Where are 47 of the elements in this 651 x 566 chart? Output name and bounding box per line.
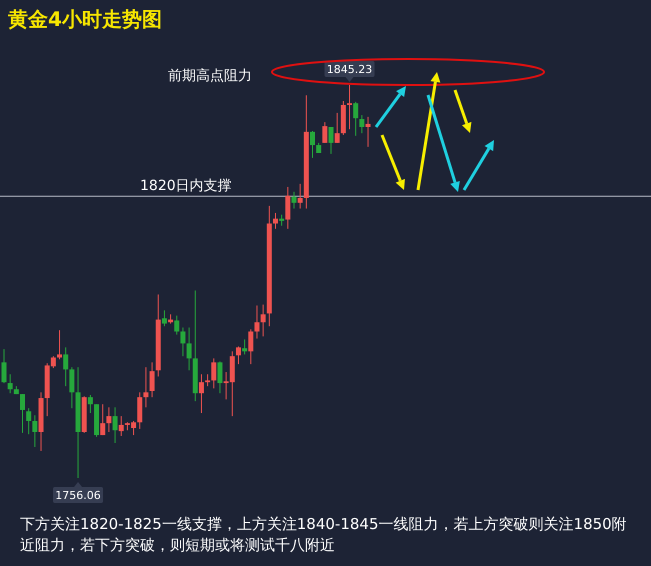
candlestick [186, 327, 192, 371]
ref-line-label: 1820日内支撑 [140, 178, 232, 194]
candlestick [8, 374, 13, 394]
candlestick [100, 404, 106, 436]
annotation: 1756.06 [55, 489, 101, 502]
candlestick [272, 212, 278, 230]
candlestick [150, 362, 155, 398]
candlestick [106, 406, 112, 432]
candlestick [359, 114, 364, 134]
candlestick [63, 346, 68, 387]
text: 下方关注1820-1825一线支撑，上方关注1840-1845一线阻力，若上方突破则关注1850附近阻力，若下方突破，则短期或将测试千八附近 [20, 514, 628, 556]
candlestick [198, 374, 204, 414]
candlestick [143, 366, 148, 408]
candlestick [20, 394, 26, 434]
candlestick [322, 122, 328, 144]
text: 前期高点阻力 [168, 68, 252, 84]
candlestick [2, 348, 6, 384]
candlestick [217, 360, 222, 394]
candlestick [334, 112, 340, 144]
candlestick [285, 186, 290, 230]
candlestick [347, 84, 352, 130]
candlestick [168, 314, 174, 324]
candlestick [328, 126, 334, 154]
candlestick [180, 327, 186, 357]
candlestick [69, 366, 74, 409]
candlestick [279, 214, 284, 226]
candlestick [118, 416, 124, 436]
candlestick [32, 414, 38, 448]
candlestick [174, 315, 180, 336]
candlestick [112, 406, 118, 444]
candlestick [88, 394, 93, 414]
candlestick [26, 408, 32, 435]
candlestick [162, 310, 167, 327]
candlestick [236, 346, 241, 365]
candlestick [353, 101, 358, 136]
candlestick [366, 116, 371, 148]
candlestick [291, 191, 296, 210]
annotation: 1845.23 [326, 63, 372, 76]
candlestick [260, 304, 266, 337]
candlestick [298, 183, 303, 210]
candlestick [254, 305, 260, 340]
candlestick [211, 358, 216, 389]
candlestick [310, 130, 315, 158]
candlestick [248, 328, 254, 365]
candlestick [242, 338, 248, 355]
candlestick [57, 330, 62, 360]
chart-title: 黄金4小时走势图 [7, 7, 162, 31]
